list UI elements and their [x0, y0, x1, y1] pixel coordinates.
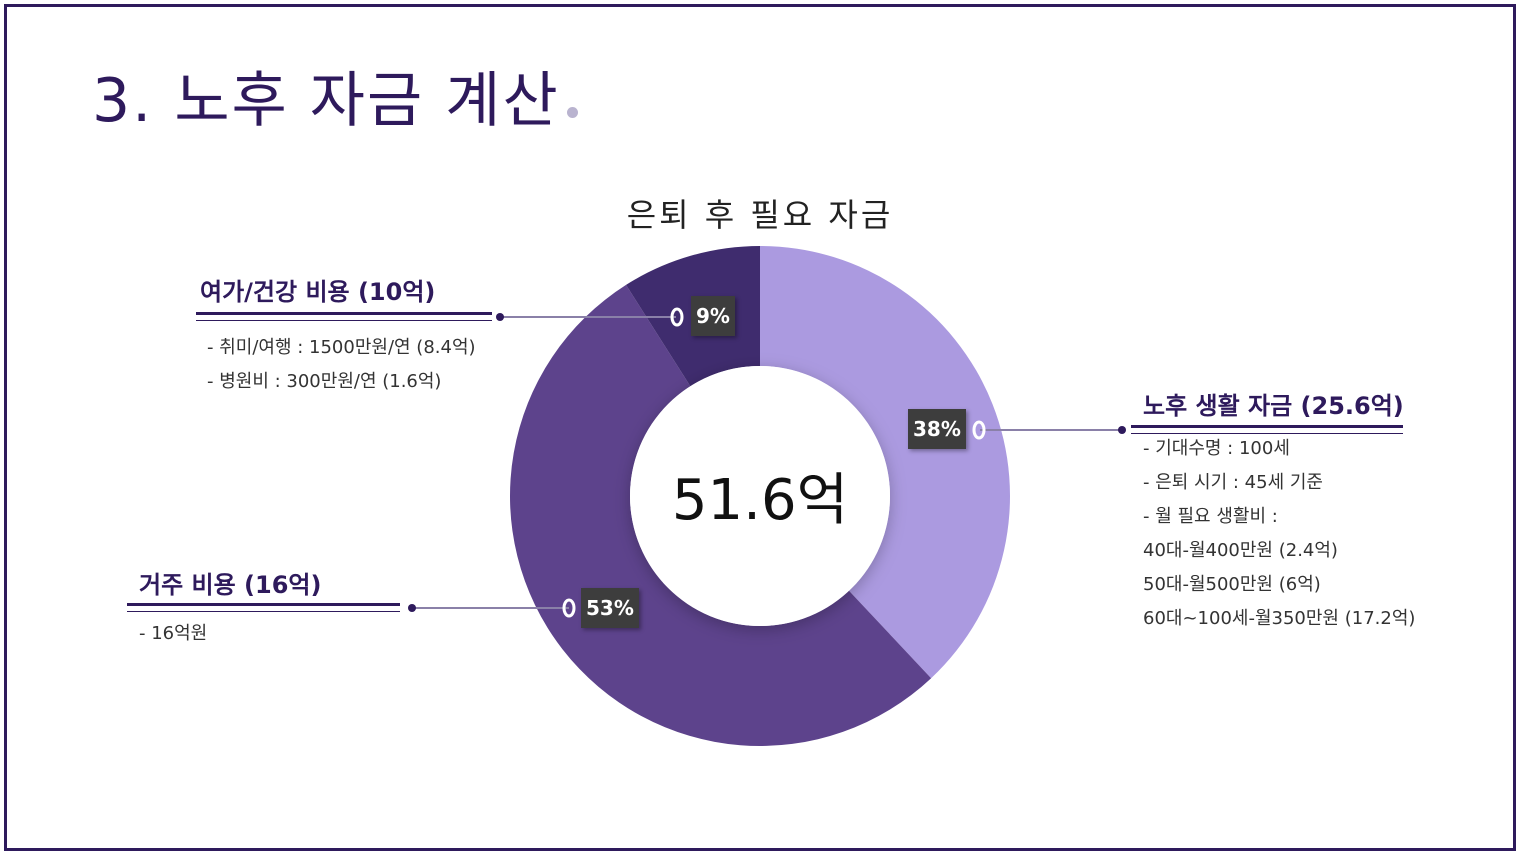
leisure-details: - 취미/여행 : 1500만원/연 (8.4억) - 병원비 : 300만원/… [207, 331, 476, 399]
living-title: 노후 생활 자금 (25.6억) [1143, 392, 1404, 420]
housing-details: - 16억원 [139, 617, 207, 651]
housing-rule [127, 603, 400, 612]
housing-title: 거주 비용 (16억) [139, 571, 322, 599]
pct-label-living: 38% [908, 409, 966, 449]
living-detail-line: 50대-월500만원 (6억) [1143, 574, 1321, 595]
leisure-detail-line: - 취미/여행 : 1500만원/연 (8.4억) [207, 337, 476, 358]
living-rule [1131, 425, 1403, 434]
living-details: - 기대수명 : 100세 - 은퇴 시기 : 45세 기준 - 월 필요 생활… [1143, 432, 1415, 636]
donut-hole [630, 366, 890, 626]
marker-leisure [670, 307, 684, 327]
slice-housing [510, 284, 932, 746]
marker-living [972, 420, 986, 440]
connector-dot-living [1118, 426, 1126, 434]
pct-label-housing: 53% [581, 588, 639, 628]
living-detail-line: - 기대수명 : 100세 [1143, 438, 1290, 459]
slide-title: 3. 노후 자금 계산 [92, 66, 560, 136]
slice-living [760, 246, 1010, 679]
leisure-rule [196, 312, 492, 321]
living-detail-line: - 은퇴 시기 : 45세 기준 [1143, 472, 1323, 493]
marker-housing [562, 598, 576, 618]
leisure-detail-line: - 병원비 : 300만원/연 (1.6억) [207, 371, 442, 392]
housing-detail-line: - 16억원 [139, 623, 208, 644]
pct-label-leisure: 9% [691, 296, 735, 336]
title-dot-decoration [567, 107, 578, 118]
chart-title: 은퇴 후 필요 자금 [626, 196, 894, 234]
connector-dot-housing [408, 604, 416, 612]
connector-dot-leisure [496, 313, 504, 321]
living-detail-line: 40대-월400만원 (2.4억) [1143, 540, 1338, 561]
donut-center-total: 51.6억 [671, 468, 849, 533]
leisure-title: 여가/건강 비용 (10억) [200, 278, 436, 306]
living-detail-line: - 월 필요 생활비 : [1143, 506, 1278, 527]
living-detail-line: 60대~100세-월350만원 (17.2억) [1143, 608, 1416, 629]
